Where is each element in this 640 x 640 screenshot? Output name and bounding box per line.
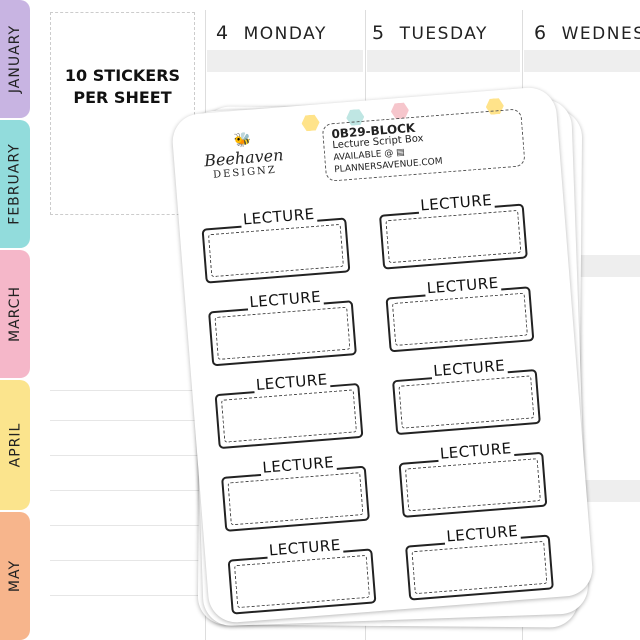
- divider: [50, 560, 200, 561]
- header-band: [207, 50, 363, 72]
- day-header-tuesday: 5 TUESDAY: [372, 22, 488, 44]
- divider: [50, 490, 200, 491]
- lecture-sticker[interactable]: LECTURE: [404, 519, 554, 601]
- header-band: [524, 50, 640, 72]
- header-band: [367, 50, 520, 72]
- lecture-sticker[interactable]: LECTURE: [378, 189, 528, 270]
- lecture-sticker[interactable]: LECTURE: [200, 202, 351, 284]
- brand-logo: 🐝 Beehaven DESIGNZ: [202, 129, 285, 181]
- lecture-sticker[interactable]: LECTURE: [397, 437, 548, 518]
- tab-may[interactable]: MAY: [0, 512, 30, 640]
- divider: [50, 595, 200, 596]
- divider: [50, 455, 200, 456]
- divider: [50, 390, 200, 391]
- hexagon-icon: [301, 114, 320, 131]
- day-header-wednesday: 6 WEDNES: [534, 22, 640, 44]
- lecture-sticker[interactable]: LECTURE: [220, 451, 370, 532]
- lecture-sticker[interactable]: LECTURE: [384, 271, 535, 353]
- divider: [50, 525, 200, 526]
- lecture-sticker[interactable]: LECTURE: [213, 368, 364, 450]
- tab-march[interactable]: MARCH: [0, 250, 30, 378]
- lecture-sticker[interactable]: LECTURE: [391, 354, 541, 436]
- lecture-sticker[interactable]: LECTURE: [226, 533, 377, 615]
- stickers-per-sheet-box: 10 STICKERS PER SHEET: [50, 12, 195, 215]
- lecture-sticker[interactable]: LECTURE: [207, 285, 357, 367]
- tab-april[interactable]: APRIL: [0, 380, 30, 510]
- tab-february[interactable]: FEBRUARY: [0, 120, 30, 248]
- tab-january[interactable]: JANUARY: [0, 0, 30, 118]
- day-header-monday: 4 MONDAY: [216, 22, 327, 44]
- sticker-sheet: 🐝 Beehaven DESIGNZ 0B29-BLOCK Lecture Sc…: [170, 85, 595, 625]
- divider: [50, 420, 200, 421]
